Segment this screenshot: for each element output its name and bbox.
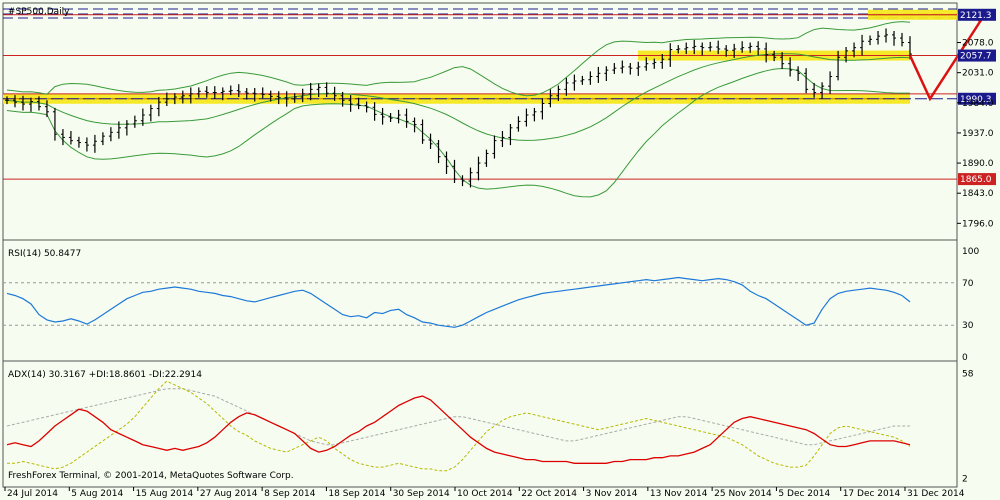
level-tag (958, 173, 996, 186)
plot-background (2, 2, 958, 488)
y-tick-label: 1984.0 (962, 99, 994, 109)
bollinger-lower (6, 67, 910, 198)
x-tick-label: 13 Nov 2014 (650, 489, 708, 499)
y-tick-label: 2078.0 (962, 39, 994, 49)
forecast-arrow (908, 13, 987, 102)
rsi-tick-label: 0 (962, 353, 968, 363)
axes: 2121.3 2057.7 1990.3 1865.0 2078.0 2031.0 1984… (4, 8, 996, 499)
x-tick-label: 3 Nov 2014 (586, 489, 638, 499)
y-tick-label: 1937.0 (962, 129, 994, 139)
level-tag (958, 49, 996, 62)
level-tag-label: 1990.3 (960, 95, 992, 105)
rsi-tick-label: 70 (962, 279, 974, 289)
rsi-title: RSI(14) 50.8477 (8, 249, 81, 259)
x-tick-label: 31 Dec 2014 (907, 489, 965, 499)
adx-panel (6, 380, 911, 472)
adx-series-line (6, 388, 910, 446)
x-tick-label: 25 Nov 2014 (714, 489, 772, 499)
rsi-panel (3, 276, 957, 328)
level-tag-label: 2121.3 (960, 11, 992, 21)
bollinger-upper (6, 21, 911, 97)
level-tag (958, 92, 996, 105)
rsi-tick-label: 100 (962, 247, 979, 257)
adx-series-line (7, 380, 911, 472)
x-tick-label: 5 Aug 2014 (71, 489, 123, 499)
bollinger-middle (6, 53, 911, 141)
y-tick-label: 1796.0 (962, 219, 994, 229)
x-tick-label: 8 Sep 2014 (264, 489, 316, 499)
x-tick-label: 5 Dec 2014 (778, 489, 830, 499)
y-tick-label: 1890.0 (962, 159, 994, 169)
x-tick-label: 22 Oct 2014 (521, 489, 577, 499)
chart-title: #SP500,Daily (8, 7, 70, 17)
adx-tick-label: 2 (962, 474, 968, 484)
x-tick-label: 10 Oct 2014 (457, 489, 513, 499)
x-tick-label: 18 Sep 2014 (328, 489, 385, 499)
y-tick-label: 2031.0 (962, 69, 994, 79)
rsi-tick-label: 30 (962, 321, 974, 331)
adx-tick-label: 58 (962, 370, 974, 380)
adx-title: ADX(14) 30.3167 +DI:18.8601 -DI:22.2914 (8, 370, 202, 380)
x-tick-label: 30 Sep 2014 (393, 489, 450, 499)
x-tick-label: 15 Aug 2014 (136, 489, 194, 499)
level-tag-label: 1865.0 (960, 175, 992, 185)
level-tag-label: 2057.7 (960, 52, 992, 62)
price-panel (3, 8, 987, 198)
x-tick-label: 27 Aug 2014 (200, 489, 258, 499)
x-tick-label: 17 Dec 2014 (843, 489, 901, 499)
level-tag (958, 8, 996, 21)
y-tick-label: 1843.0 (962, 189, 994, 199)
rsi-line (6, 276, 911, 328)
adx-series-line (6, 395, 911, 464)
footer-credit: FreshForex Terminal, © 2001-2014, MetaQu… (8, 471, 294, 481)
x-tick-label: 24 Jul 2014 (7, 489, 58, 499)
